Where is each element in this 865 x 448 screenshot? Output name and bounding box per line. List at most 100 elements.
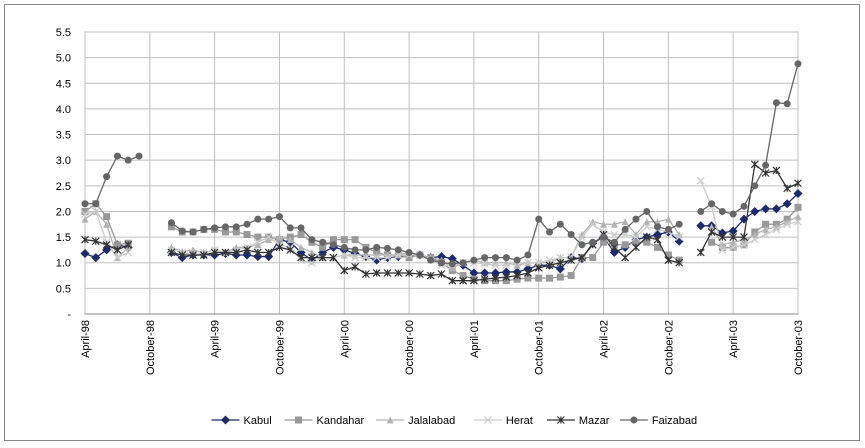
marker bbox=[362, 251, 370, 259]
marker bbox=[708, 200, 716, 208]
marker bbox=[351, 246, 359, 254]
marker bbox=[351, 253, 360, 262]
y-tick-label: 3.5 bbox=[56, 130, 71, 142]
marker bbox=[329, 241, 337, 249]
marker bbox=[351, 262, 360, 271]
legend-label: Herat bbox=[506, 415, 533, 427]
marker bbox=[481, 254, 489, 262]
marker bbox=[383, 269, 392, 277]
marker bbox=[361, 253, 370, 262]
marker bbox=[707, 228, 716, 236]
marker bbox=[491, 261, 500, 270]
marker bbox=[437, 270, 446, 278]
marker bbox=[567, 272, 575, 280]
marker bbox=[750, 235, 759, 244]
marker bbox=[448, 264, 456, 272]
marker bbox=[589, 218, 597, 226]
marker bbox=[308, 248, 316, 256]
marker bbox=[524, 251, 532, 259]
marker bbox=[783, 220, 792, 229]
marker bbox=[556, 416, 565, 424]
marker bbox=[718, 207, 726, 215]
marker bbox=[81, 200, 89, 208]
marker bbox=[578, 241, 586, 249]
marker bbox=[729, 243, 738, 252]
marker bbox=[167, 248, 176, 257]
marker bbox=[750, 160, 759, 169]
marker bbox=[340, 236, 348, 244]
marker bbox=[502, 261, 511, 270]
marker bbox=[319, 243, 327, 251]
marker bbox=[632, 215, 640, 223]
marker bbox=[319, 238, 327, 246]
plot-area bbox=[84, 31, 799, 315]
marker bbox=[589, 238, 597, 246]
marker bbox=[253, 252, 263, 262]
marker bbox=[729, 233, 738, 242]
y-tick-label: 0.5 bbox=[56, 283, 71, 295]
marker bbox=[81, 207, 89, 215]
marker bbox=[103, 220, 111, 228]
marker bbox=[502, 273, 511, 282]
marker bbox=[221, 228, 229, 236]
marker bbox=[394, 269, 403, 277]
marker bbox=[643, 207, 651, 215]
marker bbox=[696, 248, 705, 257]
marker bbox=[524, 274, 532, 282]
marker bbox=[783, 100, 791, 108]
marker bbox=[696, 176, 705, 185]
marker bbox=[578, 231, 586, 239]
marker bbox=[535, 274, 543, 282]
marker bbox=[113, 253, 122, 262]
marker bbox=[675, 220, 683, 228]
marker bbox=[448, 276, 457, 285]
marker bbox=[632, 233, 640, 242]
y-tick-label: 2.5 bbox=[56, 181, 71, 193]
marker bbox=[621, 241, 629, 249]
marker bbox=[535, 215, 543, 223]
marker bbox=[761, 204, 771, 214]
marker bbox=[113, 241, 121, 249]
legend-label: Kabul bbox=[244, 415, 272, 427]
marker bbox=[772, 225, 781, 234]
marker bbox=[556, 258, 565, 267]
marker bbox=[643, 238, 651, 246]
marker bbox=[362, 246, 370, 254]
marker bbox=[275, 243, 284, 252]
marker bbox=[253, 238, 262, 247]
marker bbox=[415, 270, 424, 278]
marker bbox=[653, 235, 662, 244]
marker bbox=[654, 243, 662, 251]
marker bbox=[794, 179, 802, 188]
marker bbox=[232, 228, 240, 236]
marker bbox=[750, 206, 760, 216]
marker bbox=[664, 251, 672, 259]
marker bbox=[729, 238, 737, 246]
marker bbox=[178, 227, 186, 235]
marker bbox=[470, 256, 478, 264]
marker bbox=[621, 253, 630, 262]
marker bbox=[567, 256, 576, 265]
x-tick-label: October-02 bbox=[663, 320, 675, 375]
y-tick-label: 1.5 bbox=[56, 232, 71, 244]
x-tick-label: October-03 bbox=[793, 320, 805, 375]
y-tick-label: 3.0 bbox=[56, 155, 71, 167]
marker bbox=[794, 60, 802, 68]
marker bbox=[297, 231, 305, 239]
marker bbox=[264, 252, 274, 262]
marker bbox=[771, 204, 781, 214]
marker bbox=[696, 221, 706, 231]
marker bbox=[632, 238, 640, 246]
marker bbox=[254, 233, 262, 241]
marker bbox=[438, 259, 445, 267]
legend-label: Mazar bbox=[579, 415, 610, 427]
marker bbox=[523, 269, 532, 277]
marker bbox=[610, 230, 619, 239]
marker bbox=[480, 268, 490, 278]
legend-label: Jalalabad bbox=[408, 415, 455, 427]
marker bbox=[167, 223, 175, 231]
marker bbox=[210, 248, 219, 257]
marker bbox=[664, 256, 673, 265]
x-tick-label: April-99 bbox=[210, 320, 222, 358]
marker bbox=[513, 261, 521, 269]
